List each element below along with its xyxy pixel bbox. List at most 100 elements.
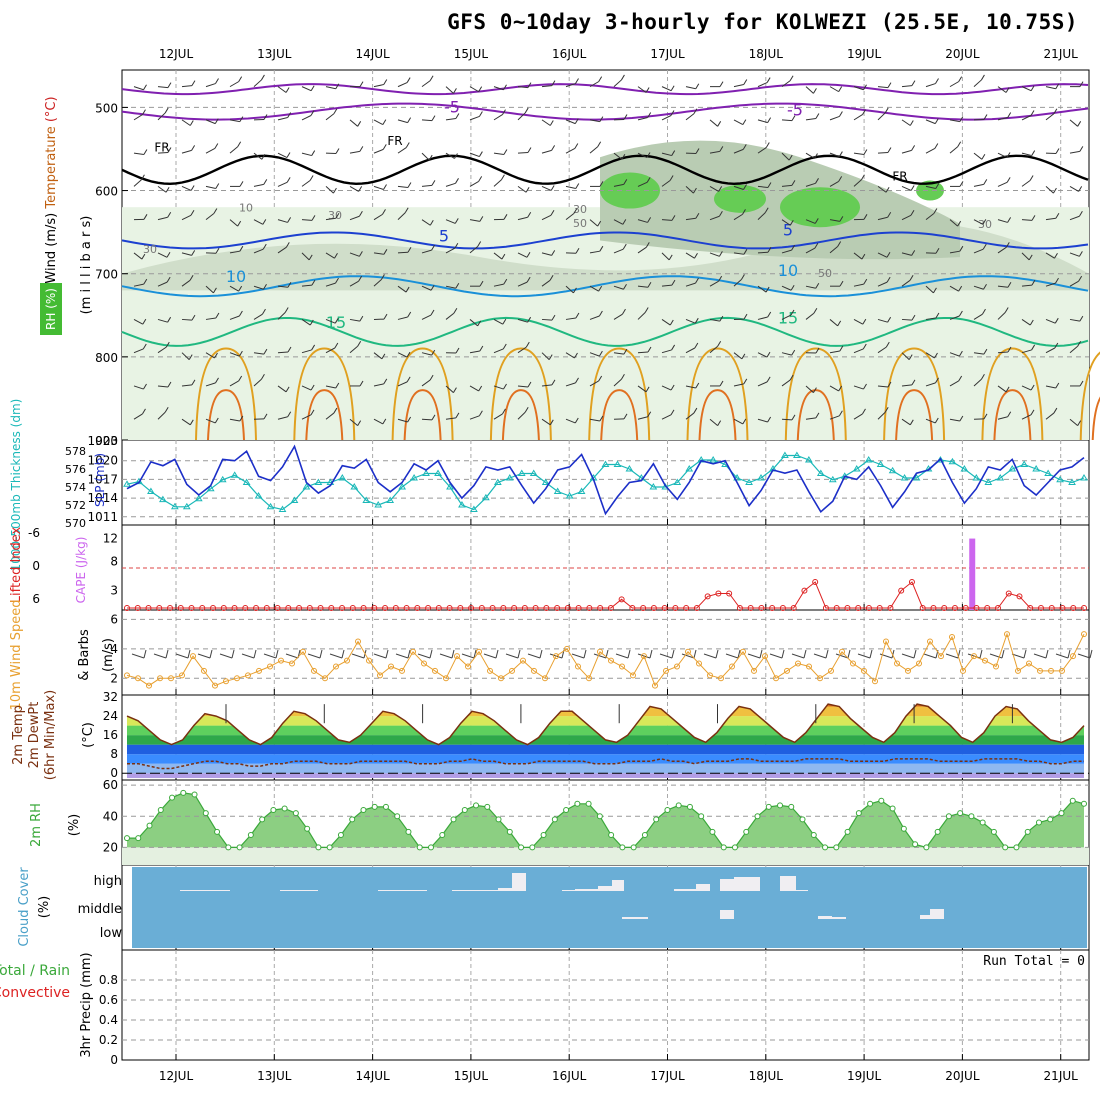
wind-barb-flag <box>453 88 457 94</box>
wind-barb <box>685 282 696 287</box>
wind-barb <box>493 348 504 354</box>
wind-barb <box>901 318 913 321</box>
contour-25 <box>207 389 245 441</box>
contour-5 <box>121 231 1089 250</box>
slp-tick-label: 1014 <box>87 491 118 505</box>
wind-speed-line-point <box>751 667 757 674</box>
wind-barb <box>589 315 600 320</box>
upper-ylabel: Wind (m/s) Temperature (°C) <box>44 96 59 283</box>
date-label-bottom: 17JUL <box>650 1069 685 1083</box>
slp-line <box>126 444 1085 516</box>
contour-label: 50 <box>573 217 587 230</box>
thickness-line-point <box>816 469 825 476</box>
wind-speed-line <box>126 632 1085 687</box>
wind-barb-flag <box>573 287 577 294</box>
wind-barb-flag <box>644 307 649 313</box>
wind-barb-flag <box>670 85 675 91</box>
wind-speed-line-point <box>740 648 746 655</box>
cape-line-point <box>865 605 872 611</box>
wind-barb <box>997 351 1009 354</box>
wind-barb <box>709 318 720 322</box>
wind-barb-flag <box>382 418 387 425</box>
wind-barb <box>301 152 312 157</box>
wind-barb-flag <box>767 246 772 253</box>
wind-barb <box>637 285 648 288</box>
wind-speed-line-point <box>707 672 713 679</box>
wind-barb-flag <box>308 254 313 261</box>
wind-barb <box>733 252 744 255</box>
cape-line-point <box>747 605 754 611</box>
rh-line-point <box>574 800 581 807</box>
wind-barb-flag <box>454 242 459 249</box>
wind-barb-flag <box>1005 242 1010 248</box>
wind-barb <box>421 352 432 356</box>
surface-wind-barb-flag <box>891 649 895 659</box>
wind-barb <box>493 114 503 121</box>
wind-speed-line-point <box>696 660 702 667</box>
wind-barb <box>757 418 768 423</box>
wind-barb-flag <box>838 176 843 182</box>
wind-barb-flag <box>430 284 435 291</box>
wind-barb <box>1021 284 1032 287</box>
wind-barb-flag <box>765 142 770 148</box>
contour-20 <box>1079 351 1100 441</box>
wind-barb <box>397 119 408 124</box>
wind-barb-flag <box>431 349 436 356</box>
wind-barb-flag <box>189 275 194 281</box>
wind-barb <box>205 213 215 221</box>
wind-barb-flag <box>431 414 436 421</box>
wind-barb <box>517 411 526 420</box>
cloud-middle-block <box>818 916 832 919</box>
rh-line-point <box>619 844 626 851</box>
wind-barb-flag <box>719 315 724 322</box>
wind-speed-line-point <box>960 667 966 674</box>
wind-barb <box>949 380 959 387</box>
wind-barb <box>925 317 936 320</box>
thickness-line-point <box>541 478 550 485</box>
wind-barb <box>949 285 959 292</box>
surface-wind-barb-flag <box>1023 649 1027 659</box>
surface-wind-barb <box>1077 653 1091 659</box>
wind-barb-flag <box>311 215 316 221</box>
surface-wind-barb <box>1033 653 1047 659</box>
wind-barb <box>805 285 816 289</box>
wind-barb-flag <box>766 351 771 358</box>
wind-barb <box>181 214 192 221</box>
wind-barb-flag <box>503 214 508 220</box>
rh-line-point <box>202 810 209 817</box>
wind-barb <box>493 385 504 390</box>
thickness-line-point <box>912 474 921 481</box>
cloud-high-block <box>378 890 427 891</box>
wind-speed-line-point <box>300 648 306 655</box>
wind-barb-flag <box>479 345 484 352</box>
surface-wind-barb <box>923 653 937 659</box>
wind-barb-flag <box>767 182 772 188</box>
wind-barb <box>733 185 744 190</box>
wind-barb <box>157 112 166 121</box>
surface-wind-barb <box>263 653 277 659</box>
wind-barb <box>973 248 984 254</box>
pressure-tick-label: 900 <box>95 434 118 448</box>
wind-barb-flag <box>453 387 457 393</box>
surface-wind-barb-flag <box>231 649 235 659</box>
wind-barb <box>517 281 528 287</box>
wind-barb <box>685 186 694 194</box>
pressure-tick-label: 700 <box>95 268 118 282</box>
wind-barb <box>421 219 431 226</box>
thickness-tick-label: 578 <box>65 445 86 458</box>
wind-barb <box>589 219 598 227</box>
wind-barb-flag <box>524 407 529 413</box>
surface-wind-barb-flag <box>165 649 169 659</box>
rh-line-point <box>337 831 344 838</box>
wind-barb-flag <box>766 77 771 83</box>
wind-barb-flag <box>479 216 484 222</box>
contour-freezing <box>121 154 1089 186</box>
wind-speed-line-point <box>146 682 152 689</box>
wind-barb <box>541 85 552 88</box>
wind-barb <box>685 113 695 121</box>
wind-barb-flag <box>645 386 650 393</box>
wind-barb-flag <box>814 242 819 249</box>
wind-barb <box>1045 86 1056 90</box>
wind-barb <box>325 217 336 221</box>
wind-barb <box>229 352 240 357</box>
